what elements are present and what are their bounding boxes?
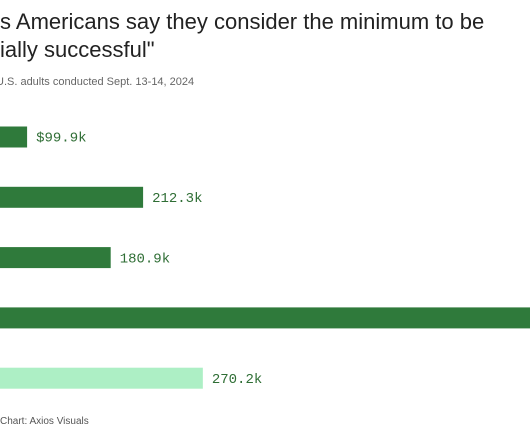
bar	[0, 367, 203, 389]
bar	[0, 126, 28, 148]
value-label: 270.2k	[212, 372, 262, 388]
bar	[0, 307, 530, 329]
value-label: 180.9k	[120, 251, 170, 267]
bar	[0, 247, 111, 269]
chart-title: s Americans say they consider the minimu…	[0, 9, 484, 34]
value-label: $99.9k	[36, 131, 86, 147]
chart-source: Chart: Axios Visuals	[0, 416, 89, 427]
chart-subtitle: U.S. adults conducted Sept. 13-14, 2024	[0, 76, 194, 88]
value-label: 212.3k	[152, 191, 202, 207]
bar	[0, 186, 144, 208]
chart-title: ially successful"	[0, 37, 155, 62]
